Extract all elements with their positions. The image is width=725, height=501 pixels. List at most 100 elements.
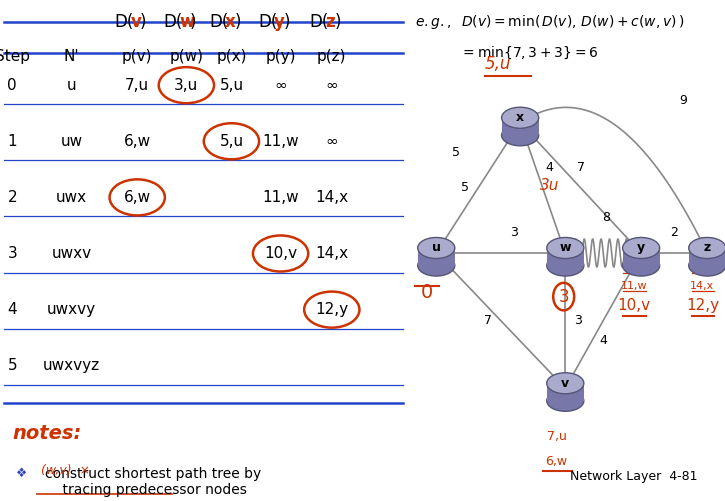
Ellipse shape (547, 237, 584, 259)
Text: p(z): p(z) (317, 49, 347, 64)
Text: z: z (325, 13, 334, 31)
Text: notes:: notes: (12, 424, 81, 443)
Text: 7,u: 7,u (125, 78, 149, 93)
Text: x: x (516, 111, 524, 124)
Text: D(: D( (310, 13, 328, 31)
Ellipse shape (547, 390, 584, 411)
Text: 5,u: 5,u (220, 78, 244, 93)
Text: ): ) (283, 13, 290, 31)
Text: 6,w: 6,w (545, 455, 568, 468)
Text: uu: uu (627, 263, 641, 273)
Bar (547, 383, 584, 401)
Text: w: w (179, 13, 195, 31)
Text: D(: D( (258, 13, 278, 31)
Text: 4: 4 (600, 334, 607, 347)
Text: 5,u: 5,u (220, 134, 244, 149)
Text: 5: 5 (452, 146, 460, 159)
Text: y: y (637, 241, 645, 255)
Text: 7,u: 7,u (547, 430, 566, 443)
Text: u: u (432, 241, 441, 255)
Text: 10,v: 10,v (618, 298, 650, 313)
Text: 3: 3 (558, 288, 569, 306)
Text: $e.g.,\;\;D(v)=\min(\,D(v),\,D(w)+c(w,v)\,)$: $e.g.,\;\;D(v)=\min(\,D(v),\,D(w)+c(w,v)… (415, 13, 684, 31)
Text: 5,u: 5,u (484, 55, 511, 73)
Ellipse shape (623, 255, 660, 276)
Text: ❖: ❖ (17, 467, 28, 480)
Text: v: v (561, 377, 569, 390)
Text: y: y (273, 13, 284, 31)
Text: D(: D( (164, 13, 183, 31)
Text: D(: D( (115, 13, 134, 31)
Text: D(: D( (209, 13, 228, 31)
Text: N': N' (64, 49, 80, 64)
Text: Step: Step (0, 49, 30, 64)
Text: Network Layer  4-81: Network Layer 4-81 (570, 470, 697, 483)
Text: 12,y: 12,y (315, 302, 348, 317)
Text: uwx: uwx (56, 190, 87, 205)
Ellipse shape (418, 237, 455, 259)
Text: construct shortest path tree by
    tracing predecessor nodes: construct shortest path tree by tracing … (45, 467, 261, 497)
Text: ): ) (140, 13, 146, 31)
Text: 3,u: 3,u (174, 78, 199, 93)
Text: p(v): p(v) (122, 49, 152, 64)
Text: x: x (225, 13, 235, 31)
Bar (418, 248, 455, 266)
Ellipse shape (502, 125, 539, 146)
Bar (502, 118, 539, 135)
Text: 0: 0 (420, 283, 433, 302)
Text: 1: 1 (7, 134, 17, 149)
Text: uwxv: uwxv (51, 246, 92, 261)
Text: u: u (67, 78, 77, 93)
Text: ): ) (234, 13, 241, 31)
Text: 5: 5 (7, 358, 17, 373)
Text: 4: 4 (545, 161, 553, 174)
Text: uwxvy: uwxvy (47, 302, 96, 317)
Text: 3: 3 (510, 226, 518, 239)
Text: ∞: ∞ (274, 78, 287, 93)
Ellipse shape (623, 237, 660, 259)
Text: p(w): p(w) (170, 49, 204, 64)
Text: 11,w: 11,w (262, 134, 299, 149)
Text: ∞: ∞ (326, 78, 338, 93)
Text: $=\min\{7,3+3\}=6$: $=\min\{7,3+3\}=6$ (460, 45, 599, 61)
Ellipse shape (689, 237, 725, 259)
Bar (547, 248, 584, 266)
Text: 14,x: 14,x (690, 281, 715, 291)
Text: ): ) (189, 13, 196, 31)
Text: w: w (560, 241, 571, 255)
Text: 3u: 3u (539, 178, 559, 193)
Text: v: v (130, 13, 141, 31)
Ellipse shape (547, 373, 584, 394)
Bar (623, 248, 660, 266)
Text: 10,v: 10,v (264, 246, 297, 261)
Text: 11,w: 11,w (621, 281, 647, 291)
Text: p(x): p(x) (216, 49, 246, 64)
Text: 5: 5 (461, 181, 469, 194)
Text: p(y): p(y) (265, 49, 296, 64)
Bar (689, 248, 725, 266)
Text: 11,w: 11,w (262, 190, 299, 205)
Ellipse shape (547, 255, 584, 276)
Text: 3: 3 (7, 246, 17, 261)
Text: 12,y: 12,y (686, 298, 719, 313)
Text: 14,x: 14,x (315, 246, 348, 261)
Text: (w,v)  ×: (w,v) × (41, 464, 90, 477)
Text: 9: 9 (679, 94, 687, 107)
Text: 7: 7 (484, 314, 492, 327)
Text: 3: 3 (574, 314, 582, 327)
Text: ∞: ∞ (326, 134, 338, 149)
Text: z: z (704, 241, 711, 255)
Text: uu: uu (695, 263, 710, 273)
Text: ): ) (335, 13, 341, 31)
Text: 4: 4 (7, 302, 17, 317)
Text: 8: 8 (602, 211, 610, 224)
Ellipse shape (689, 255, 725, 276)
Text: 6,w: 6,w (124, 134, 151, 149)
Text: uwxvyz: uwxvyz (43, 358, 100, 373)
Text: 14,x: 14,x (315, 190, 348, 205)
Text: 7: 7 (576, 161, 584, 174)
Ellipse shape (502, 107, 539, 128)
Text: 2: 2 (670, 226, 678, 239)
Text: 0: 0 (7, 78, 17, 93)
Ellipse shape (418, 255, 455, 276)
